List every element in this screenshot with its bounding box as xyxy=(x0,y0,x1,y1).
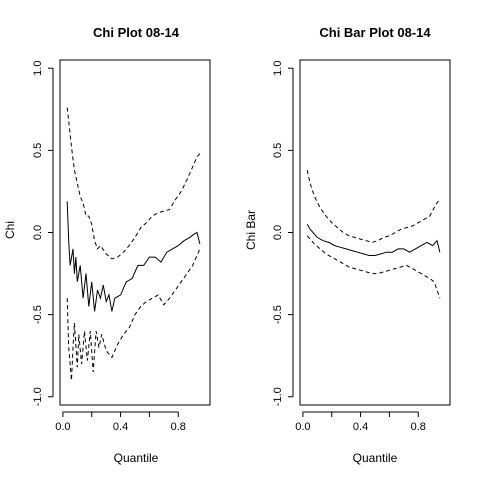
y-tick-label: 0.5 xyxy=(272,143,284,158)
x-tick-label: 0.0 xyxy=(55,421,70,433)
y-axis: -1.0 -0.5 0.0 0.5 1.0 xyxy=(272,61,294,406)
y-tick-label: -1.0 xyxy=(32,387,44,406)
chart-title: Chi Bar Plot 08-14 xyxy=(319,25,431,40)
series-line-lower-bound xyxy=(306,235,441,299)
y-tick-label: 0.0 xyxy=(32,225,44,240)
x-axis-label: Quantile xyxy=(353,451,398,465)
series-line-estimate xyxy=(306,224,441,256)
y-tick-label: -0.5 xyxy=(272,305,284,324)
x-axis-label: Quantile xyxy=(114,451,159,465)
x-tick-label: 0.4 xyxy=(113,421,128,433)
chi-bar-plot-panel: Chi Bar Plot 08-14 Quantile Chi Bar 0.0 0… xyxy=(244,25,451,465)
data-lines xyxy=(66,107,201,381)
x-tick-label: 0.8 xyxy=(171,421,186,433)
x-tick-label: 0.4 xyxy=(353,421,368,433)
y-tick-label: 1.0 xyxy=(32,61,44,76)
plot-frame xyxy=(59,59,211,406)
chi-plot-panel: Chi Plot 08-14 Quantile Chi 0.0 0.4 0.8 -1… xyxy=(3,25,211,465)
y-tick-label: 0.0 xyxy=(272,225,284,240)
y-axis-label: Chi Bar xyxy=(244,210,258,250)
chart-title: Chi Plot 08-14 xyxy=(93,25,180,40)
data-lines xyxy=(306,169,441,299)
series-line-lower-bound xyxy=(66,248,201,381)
x-tick-label: 0.8 xyxy=(411,421,426,433)
plot-frame xyxy=(299,59,451,406)
x-tick-label: 0.0 xyxy=(295,421,310,433)
x-axis: 0.0 0.4 0.8 xyxy=(55,411,186,433)
series-line-estimate xyxy=(66,201,201,312)
y-tick-label: 1.0 xyxy=(272,61,284,76)
y-tick-label: -1.0 xyxy=(272,387,284,406)
y-tick-label: -0.5 xyxy=(32,305,44,324)
y-tick-label: 0.5 xyxy=(32,143,44,158)
x-axis: 0.0 0.4 0.8 xyxy=(295,411,426,433)
y-axis-label: Chi xyxy=(3,221,17,239)
series-line-upper-bound xyxy=(66,107,201,260)
series-line-upper-bound xyxy=(306,169,441,243)
y-axis: -1.0 -0.5 0.0 0.5 1.0 xyxy=(32,61,54,406)
